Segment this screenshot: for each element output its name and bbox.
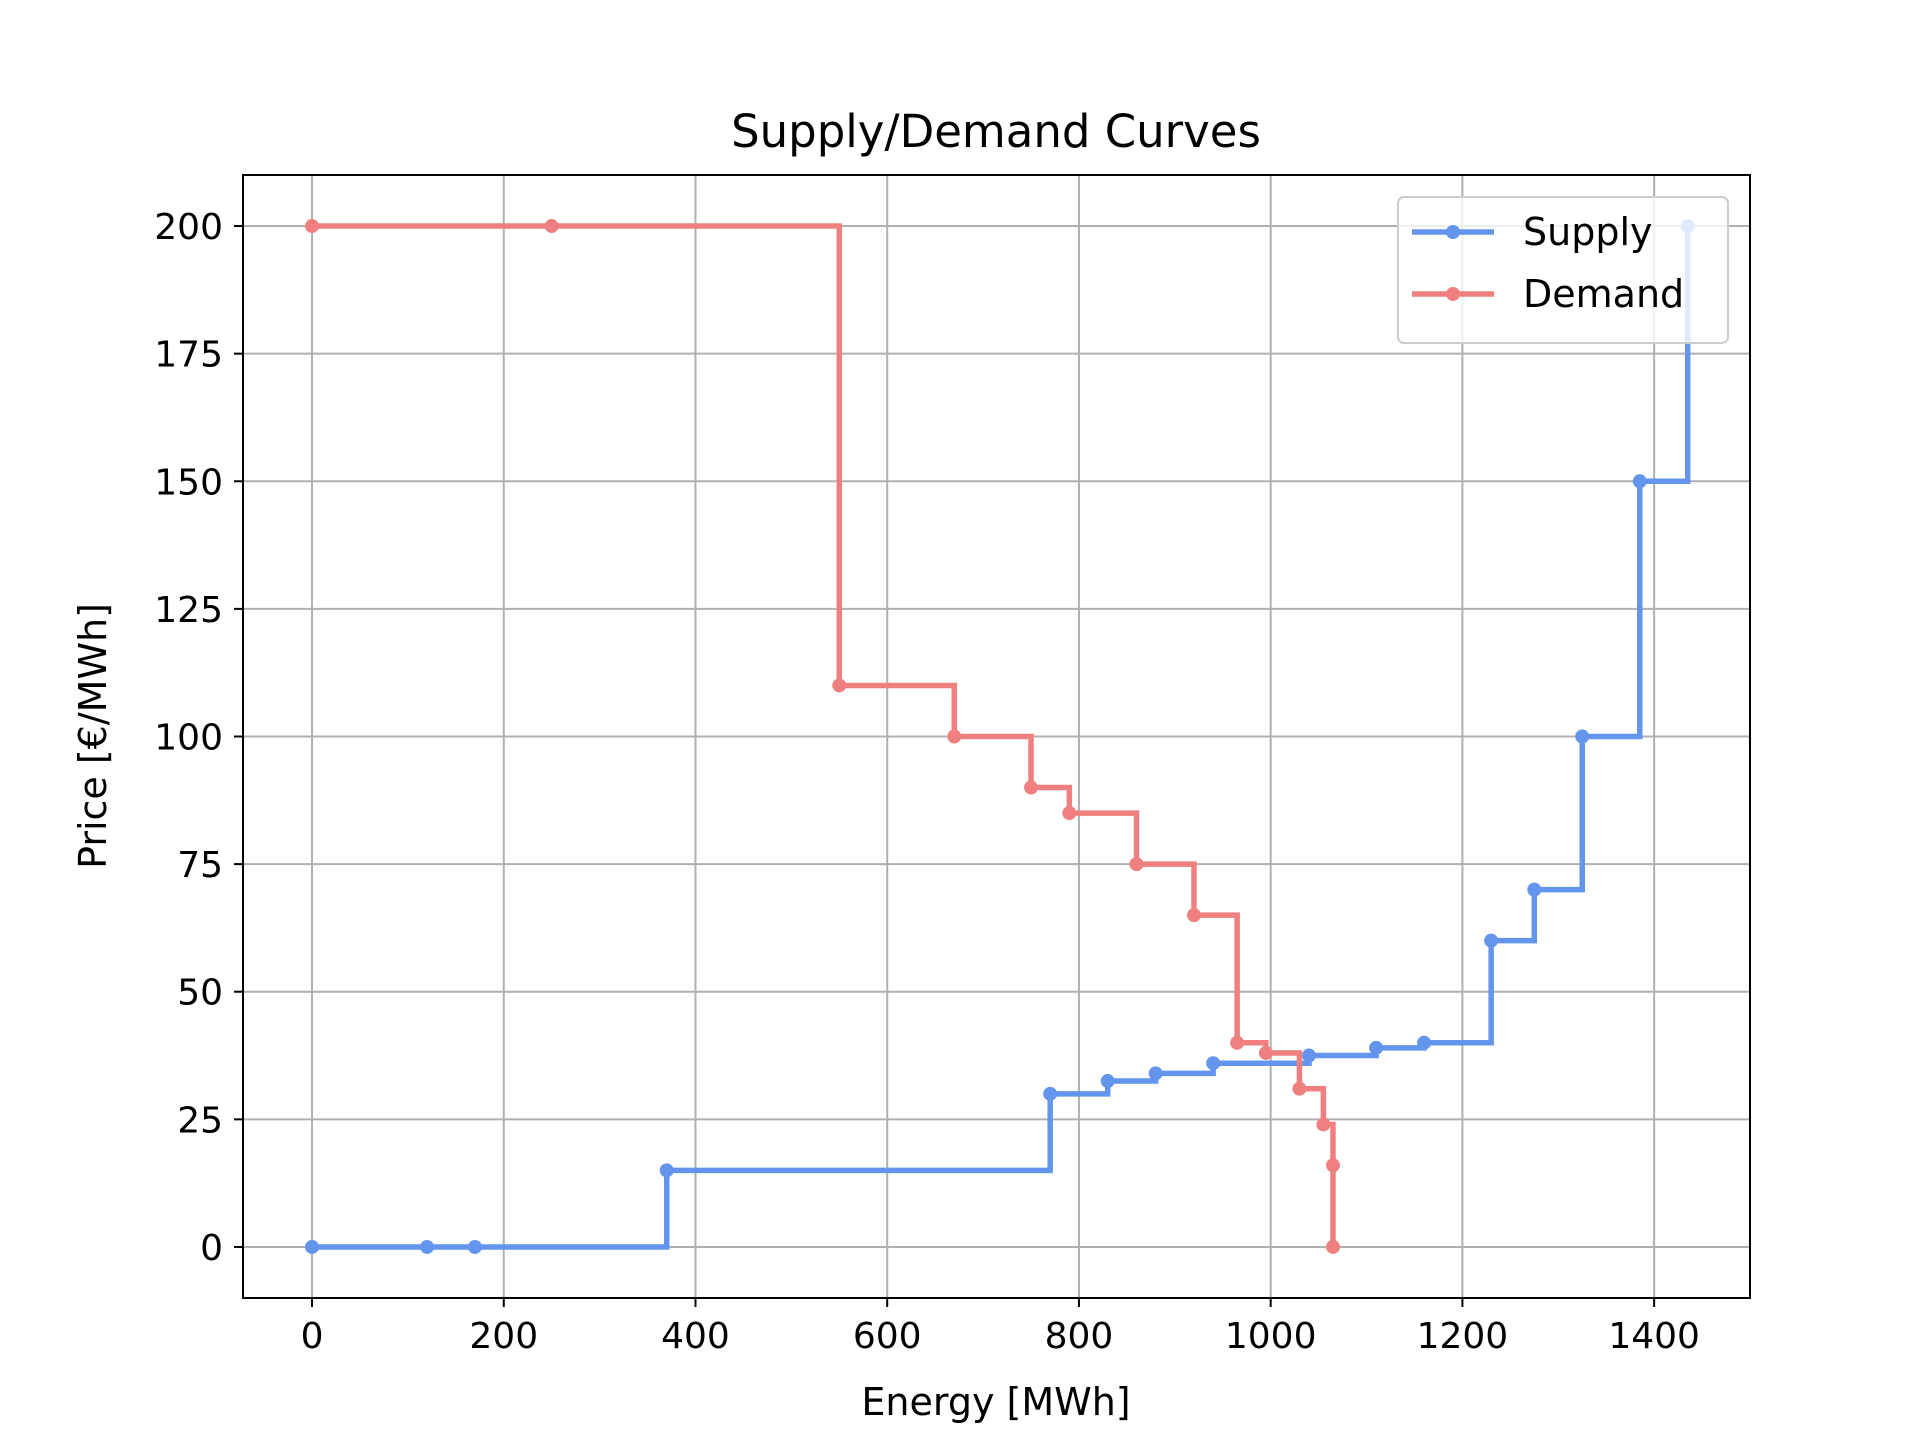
supply-point [1632,474,1647,489]
demand-point [947,729,962,744]
axis-ticks: 0 200 400 600 800 1000 1200 1400 0 25 50 75 100 125 15… [154,207,1700,1357]
y-tick-label: 75 [177,845,223,886]
supply-point [1369,1040,1384,1055]
x-tick-label: 1400 [1608,1316,1700,1357]
y-tick-label: 50 [177,973,223,1014]
supply-point [1417,1035,1432,1050]
demand-point [832,678,847,693]
demand-series-line [312,223,1336,1247]
x-tick-label: 800 [1045,1316,1114,1357]
plot-series [305,219,1695,1254]
legend-label-supply: Supply [1523,210,1653,254]
supply-point [420,1239,435,1254]
demand-point [1258,1045,1273,1060]
demand-point [544,219,559,234]
y-tick-label: 25 [177,1100,223,1141]
x-tick-label: 600 [853,1316,922,1357]
supply-point [305,1239,320,1254]
x-axis-label: Energy [MWh] [861,1380,1130,1424]
x-tick-label: 200 [469,1316,538,1357]
x-tick-label: 400 [661,1316,730,1357]
supply-point [467,1239,482,1254]
demand-point [1292,1081,1307,1096]
demand-point [1062,806,1077,821]
supply-point [1100,1074,1115,1089]
y-axis-label: Price [€/MWh] [71,603,115,869]
demand-point [1129,857,1144,872]
x-tick-label: 1000 [1225,1316,1317,1357]
legend-marker-demand [1446,287,1460,301]
demand-point [1325,1158,1340,1173]
supply-point [1527,882,1542,897]
supply-point [1302,1048,1317,1063]
y-tick-label: 0 [200,1228,223,1269]
legend-marker-supply [1446,225,1460,239]
y-tick-label: 200 [154,207,223,248]
chart-title: Supply/Demand Curves [731,105,1261,158]
demand-point [305,219,320,234]
x-tick-label: 0 [301,1316,324,1357]
y-tick-label: 100 [154,718,223,759]
demand-point [1186,908,1201,923]
demand-point [1230,1035,1245,1050]
demand-point [1325,1239,1340,1254]
supply-point [1148,1066,1163,1081]
supply-point [1484,933,1499,948]
y-tick-label: 175 [154,335,223,376]
supply-point [1206,1056,1221,1071]
x-tick-label: 1200 [1417,1316,1509,1357]
demand-point [1316,1117,1331,1132]
supply-point [1043,1086,1058,1101]
supply-point [659,1163,674,1178]
demand-point [1024,780,1039,795]
y-tick-label: 125 [154,590,223,631]
supply-point [1575,729,1590,744]
legend-label-demand: Demand [1523,272,1684,316]
y-tick-label: 150 [154,462,223,503]
legend: Supply Demand [1397,196,1729,344]
